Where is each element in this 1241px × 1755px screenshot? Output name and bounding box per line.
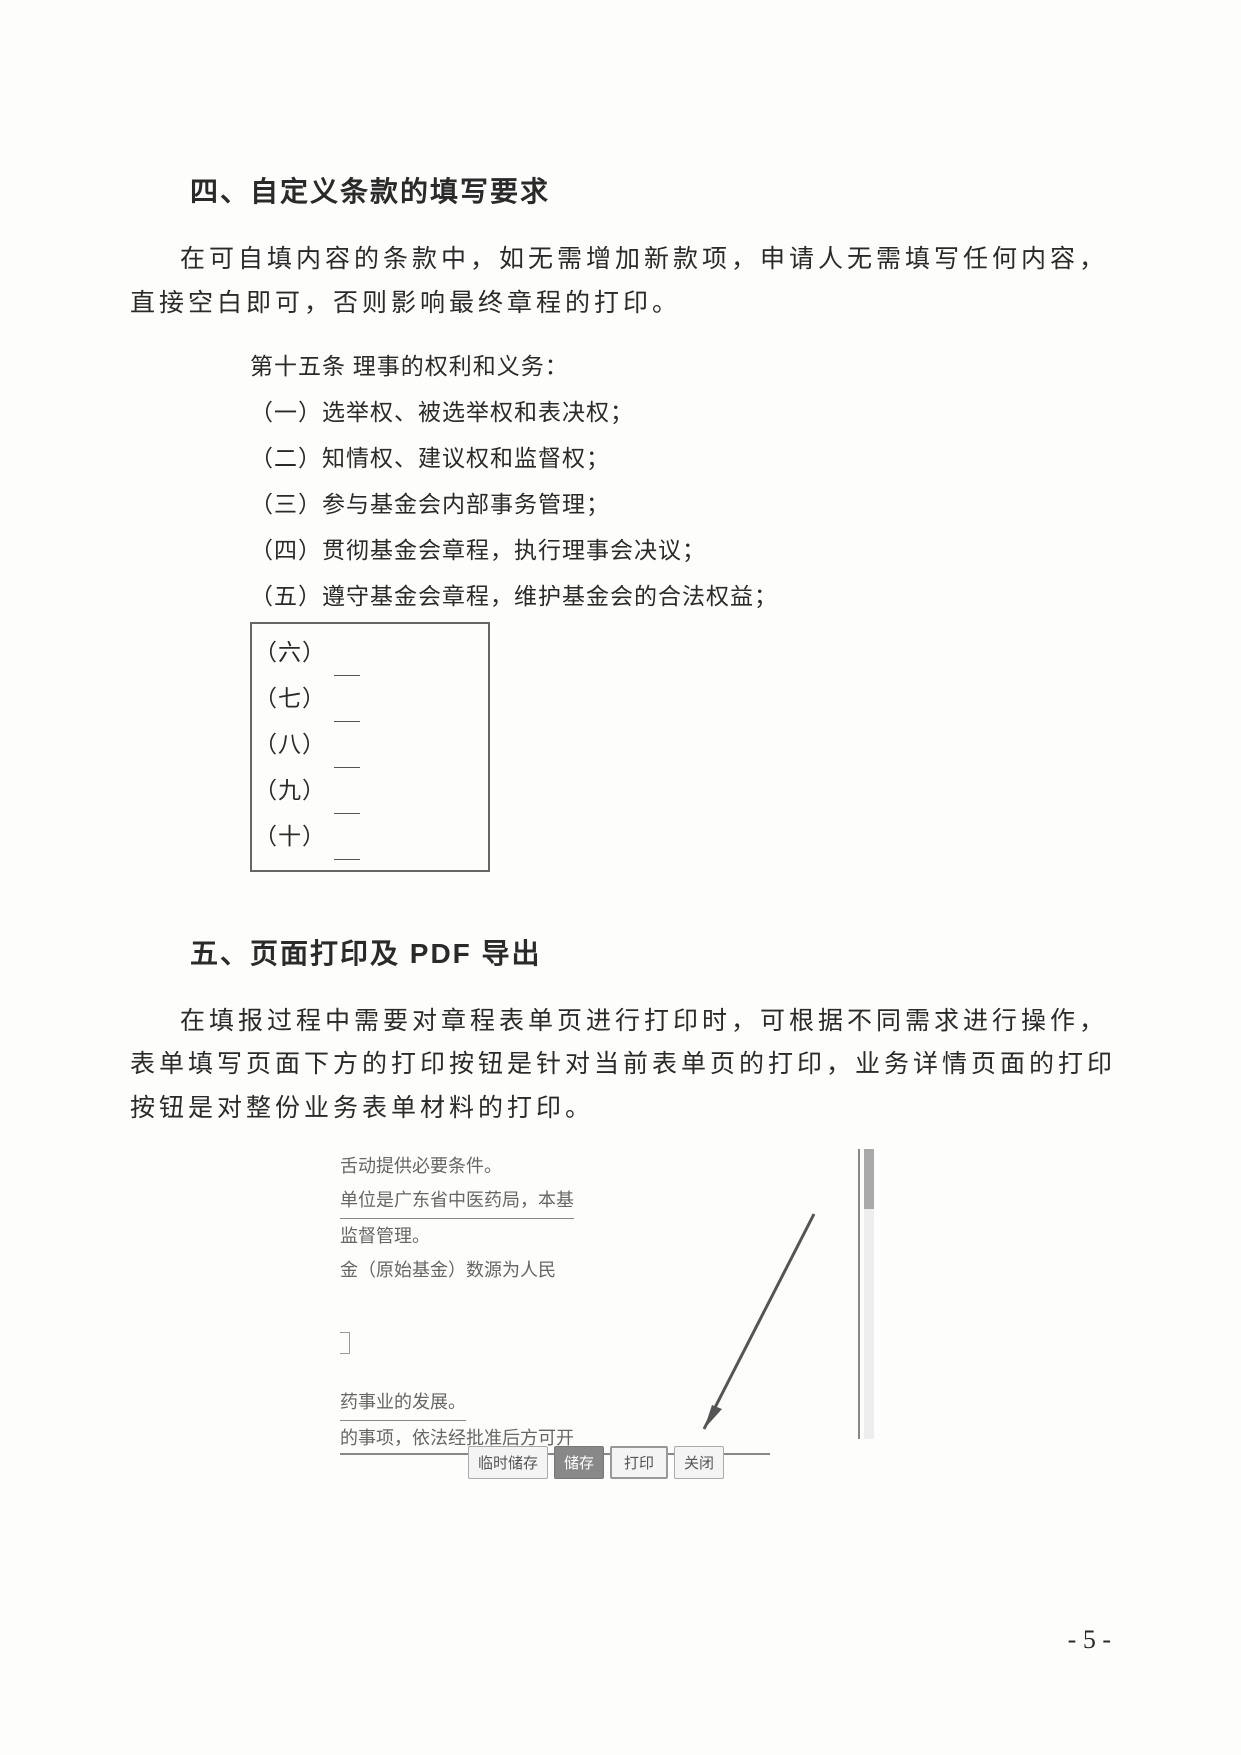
article-block: 第十五条 理事的权利和义务： （一）选举权、被选举权和表决权； （二）知情权、建… (250, 344, 1121, 872)
blank-line-icon (334, 841, 360, 859)
clause-5: （五）遵守基金会章程，维护基金会的合法权益； (250, 574, 1121, 620)
save-button[interactable]: 储存 (554, 1446, 604, 1479)
blank-clause-8: （八） (254, 722, 486, 768)
section4-heading: 四、自定义条款的填写要求 (190, 170, 1121, 210)
screenshot-figure: 舌动提供必要条件。 单位是广东省中医药局，本基 监督管理。 金（原始基金）数源为… (340, 1149, 880, 1489)
blank-clause-9: （九） (254, 768, 486, 814)
temp-save-button[interactable]: 临时储存 (468, 1446, 548, 1479)
article-title: 第十五条 理事的权利和义务： (250, 344, 1121, 390)
clause-3: （三）参与基金会内部事务管理； (250, 482, 1121, 528)
section5-heading: 五、页面打印及 PDF 导出 (190, 932, 1121, 972)
right-edge-line-icon (858, 1149, 860, 1439)
blank-num-7: （七） (254, 676, 326, 722)
blank-num-10: （十） (254, 814, 326, 860)
section5-paragraph: 在填报过程中需要对章程表单页进行打印时，可根据不同需求进行操作，表单填写页面下方… (130, 1000, 1121, 1131)
blank-line-icon (334, 795, 360, 813)
section5: 五、页面打印及 PDF 导出 在填报过程中需要对章程表单页进行打印时，可根据不同… (130, 932, 1121, 1489)
scrollbar-track[interactable] (864, 1149, 874, 1439)
blank-num-9: （九） (254, 768, 326, 814)
clause-1: （一）选举权、被选举权和表决权； (250, 390, 1121, 436)
blank-num-8: （八） (254, 722, 326, 768)
blank-line-icon (334, 657, 360, 675)
blank-line-icon (334, 703, 360, 721)
clause-4: （四）贯彻基金会章程，执行理事会决议； (250, 528, 1121, 574)
document-page: 四、自定义条款的填写要求 在可自填内容的条款中，如无需增加新款项，申请人无需填写… (0, 0, 1241, 1489)
blank-line-icon (334, 749, 360, 767)
clause-2: （二）知情权、建议权和监督权； (250, 436, 1121, 482)
blank-clauses-box: （六） （七） （八） （九） （十） (250, 622, 490, 872)
arrow-icon (664, 1209, 824, 1469)
blank-clause-7: （七） (254, 676, 486, 722)
section4-paragraph: 在可自填内容的条款中，如无需增加新款项，申请人无需填写任何内容，直接空白即可，否… (130, 238, 1121, 326)
fig-text-line: 舌动提供必要条件。 (340, 1149, 760, 1183)
blank-clause-6: （六） (254, 630, 486, 676)
print-button[interactable]: 打印 (610, 1446, 668, 1479)
scrollbar-thumb[interactable] (864, 1149, 874, 1209)
blank-num-6: （六） (254, 630, 326, 676)
blank-clause-10: （十） (254, 814, 486, 860)
page-number: - 5 - (1068, 1625, 1111, 1655)
